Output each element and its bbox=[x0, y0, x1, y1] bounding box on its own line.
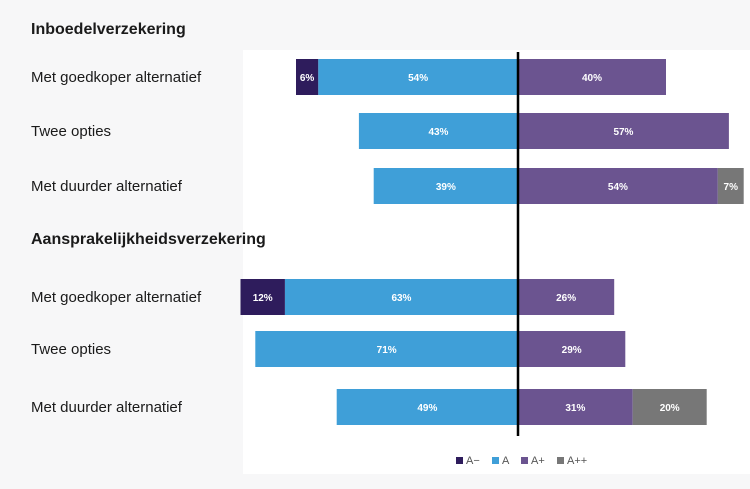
row-label: Met duurder alternatief bbox=[31, 178, 183, 195]
data-label: 31% bbox=[565, 403, 585, 414]
bar-segment-Aplus bbox=[518, 113, 729, 149]
legend-swatch bbox=[492, 457, 499, 464]
legend-item-label: A bbox=[502, 455, 510, 467]
data-label: 6% bbox=[300, 73, 315, 84]
legend-item-label: A− bbox=[466, 455, 480, 467]
row-label: Twee opties bbox=[31, 123, 111, 140]
data-label: 7% bbox=[724, 182, 739, 193]
bar-segment-Aplusplus bbox=[717, 168, 744, 204]
bar-segment-Aminus bbox=[240, 279, 285, 315]
bar-segment-A bbox=[284, 279, 518, 315]
bar-segment-A bbox=[255, 331, 519, 367]
data-label: 54% bbox=[608, 182, 628, 193]
bar-segment-A bbox=[318, 59, 518, 95]
row-label: Twee opties bbox=[31, 341, 111, 358]
data-label: 71% bbox=[377, 345, 397, 356]
bar-segment-Aminus bbox=[296, 59, 319, 95]
data-label: 54% bbox=[408, 73, 428, 84]
data-label: 26% bbox=[556, 293, 576, 304]
legend-item-label: A+ bbox=[531, 455, 545, 467]
data-label: 29% bbox=[562, 345, 582, 356]
data-label: 12% bbox=[253, 293, 273, 304]
data-label: 63% bbox=[391, 293, 411, 304]
row-label: Met goedkoper alternatief bbox=[31, 289, 202, 306]
data-label: 43% bbox=[428, 127, 448, 138]
bar-segment-A bbox=[373, 168, 518, 204]
bar-segment-Aplus bbox=[518, 331, 626, 367]
bar-segment-Aplus bbox=[518, 168, 718, 204]
data-label: 20% bbox=[660, 403, 680, 414]
legend-swatch bbox=[557, 457, 564, 464]
bar-segment-A bbox=[358, 113, 518, 149]
bar-segment-Aplusplus bbox=[632, 389, 707, 425]
data-label: 57% bbox=[613, 127, 633, 138]
data-label: 40% bbox=[582, 73, 602, 84]
bar-segment-Aplus bbox=[518, 389, 633, 425]
group-title: Aansprakelijkheidsverzekering bbox=[31, 231, 266, 248]
group-title: Inboedelverzekering bbox=[31, 21, 186, 38]
data-label: 49% bbox=[417, 403, 437, 414]
data-label: 39% bbox=[436, 182, 456, 193]
legend-item-label: A++ bbox=[567, 455, 587, 467]
legend-swatch bbox=[456, 457, 463, 464]
bar-segment-Aplus bbox=[518, 59, 666, 95]
row-label: Met goedkoper alternatief bbox=[31, 69, 202, 86]
legend-swatch bbox=[521, 457, 528, 464]
row-label: Met duurder alternatief bbox=[31, 399, 183, 416]
bar-segment-A bbox=[336, 389, 518, 425]
bar-segment-Aplus bbox=[518, 279, 615, 315]
